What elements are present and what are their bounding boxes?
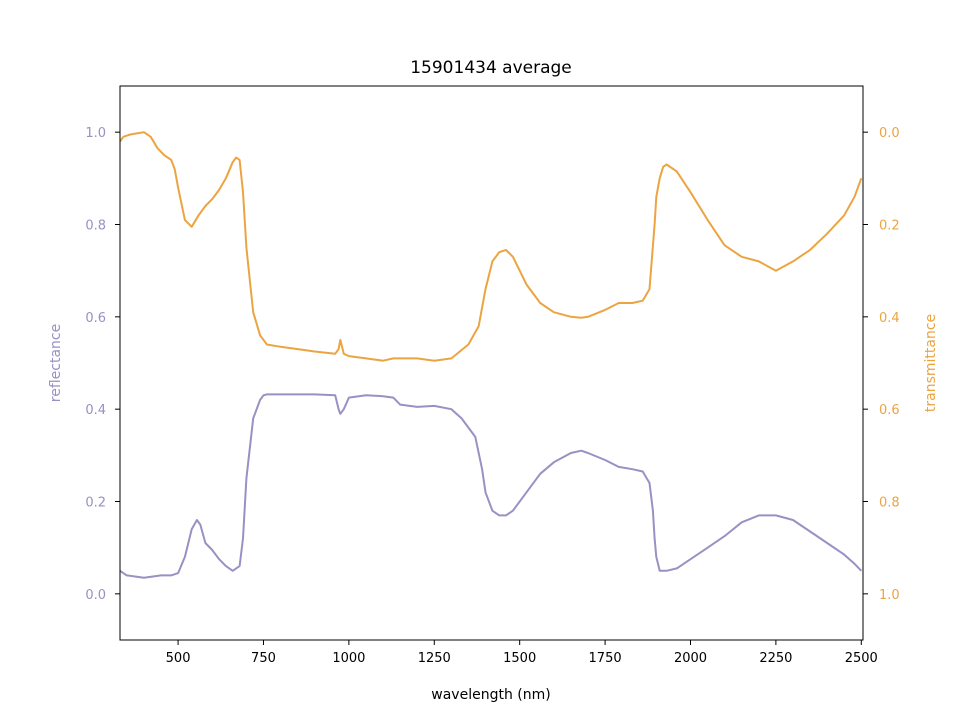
x-tick-label: 2500 bbox=[845, 651, 878, 666]
plot-content bbox=[119, 131, 863, 579]
right-y-tick-label: 0.2 bbox=[879, 219, 900, 234]
x-tick-label: 750 bbox=[251, 651, 276, 666]
x-tick-label: 1750 bbox=[589, 651, 622, 666]
series-line-transmittance bbox=[119, 131, 863, 362]
x-tick-label: 1250 bbox=[418, 651, 451, 666]
right-y-tick-label: 0.0 bbox=[879, 126, 900, 141]
left-y-tick-label: 0.6 bbox=[85, 311, 106, 326]
series-line-reflectance bbox=[119, 393, 863, 579]
left-y-tick-label: 1.0 bbox=[85, 126, 106, 141]
x-axis-label: wavelength (nm) bbox=[431, 687, 550, 703]
right-y-tick-label: 0.6 bbox=[879, 403, 900, 418]
right-y-axis-label: transmittance bbox=[923, 314, 939, 412]
left-y-tick-label: 0.8 bbox=[85, 219, 106, 234]
right-y-tick-label: 1.0 bbox=[879, 588, 900, 603]
chart-title: 15901434 average bbox=[410, 58, 572, 78]
left-y-tick-label: 0.4 bbox=[85, 403, 106, 418]
plot-frame bbox=[119, 85, 864, 641]
x-tick-label: 2250 bbox=[759, 651, 792, 666]
right-y-tick-label: 0.8 bbox=[879, 496, 900, 511]
x-tick-label: 500 bbox=[166, 651, 191, 666]
left-y-tick-label: 0.2 bbox=[85, 496, 106, 511]
x-tick-label: 1500 bbox=[503, 651, 536, 666]
ticks-layer: 500 750 1000 1250 1500 1750 2000 2250 2500 0.0 0.2… bbox=[85, 126, 899, 666]
left-y-tick-label: 0.0 bbox=[85, 588, 106, 603]
x-tick-label: 2000 bbox=[674, 651, 707, 666]
x-tick-label: 1000 bbox=[332, 651, 365, 666]
left-y-axis-label: reflectance bbox=[48, 324, 64, 402]
right-y-tick-label: 0.4 bbox=[879, 311, 900, 326]
